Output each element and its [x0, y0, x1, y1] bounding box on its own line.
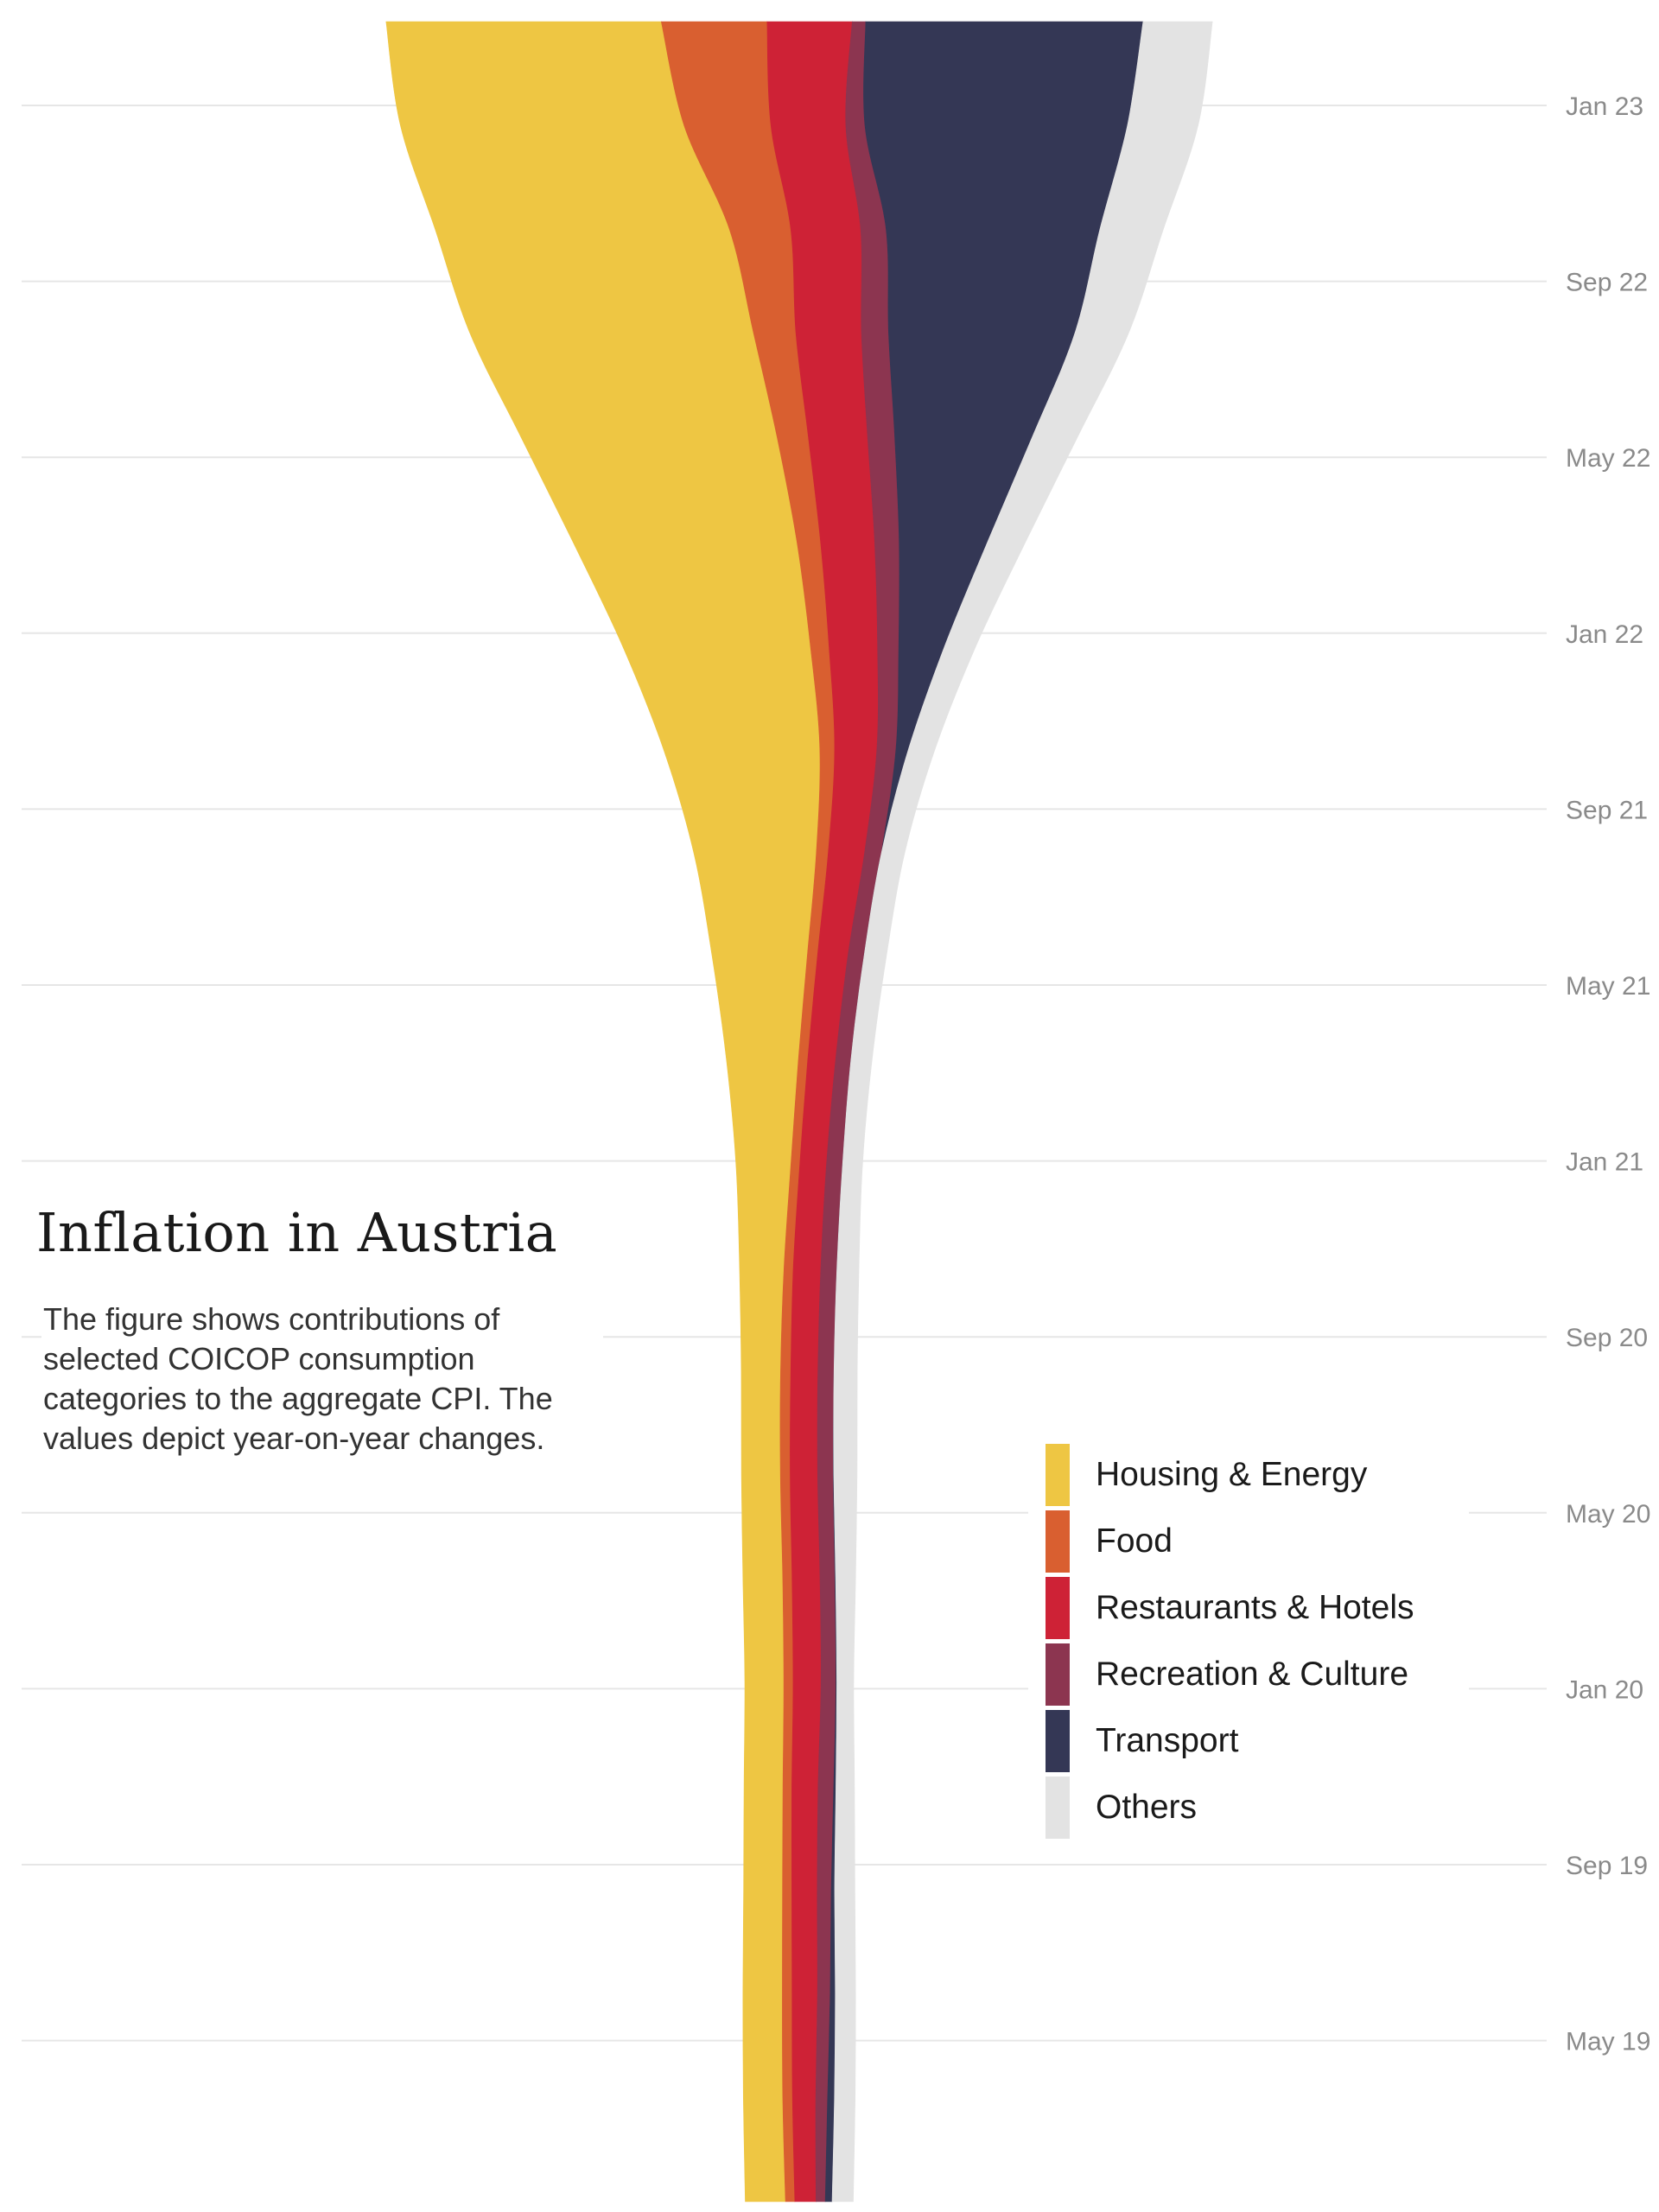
tick-label: Sep 21	[1566, 796, 1648, 824]
legend-swatch	[1046, 1576, 1070, 1639]
legend: Housing & Energy Food Restaurants & Hotels…	[1028, 1434, 1469, 1847]
chart-title: Inflation in Austria	[36, 1201, 558, 1264]
legend-item: Transport	[1046, 1707, 1469, 1774]
tick-label: May 21	[1566, 972, 1650, 1001]
legend-swatch	[1046, 1643, 1070, 1706]
tick-label: Jan 23	[1566, 92, 1643, 121]
tick-label: Sep 22	[1566, 269, 1648, 297]
legend-swatch	[1046, 1709, 1070, 1772]
tick-label: Jan 20	[1566, 1675, 1643, 1704]
tick-label: May 19	[1566, 2028, 1650, 2056]
tick-label: Sep 19	[1566, 1852, 1648, 1880]
stream-area-others	[831, 21, 1213, 2202]
legend-label: Food	[1096, 1522, 1173, 1560]
legend-label: Others	[1096, 1788, 1198, 1826]
tick-label: Sep 20	[1566, 1324, 1648, 1352]
stream-area-housing-energy	[385, 21, 821, 2202]
legend-swatch	[1046, 1443, 1070, 1506]
stream-areas	[385, 21, 1213, 2202]
legend-label: Transport	[1096, 1721, 1239, 1759]
time-axis-labels: Jan 23 Sep 22 May 22 Jan 22 Sep 21 May 21 Jan …	[1566, 92, 1650, 2056]
legend-item: Restaurants & Hotels	[1046, 1574, 1469, 1641]
tick-label: Jan 21	[1566, 1148, 1643, 1177]
legend-label: Recreation & Culture	[1096, 1655, 1409, 1693]
tick-label: Jan 22	[1566, 620, 1643, 649]
legend-item: Recreation & Culture	[1046, 1641, 1469, 1707]
legend-item: Others	[1046, 1774, 1469, 1840]
chart-description: The figure shows contributions of select…	[41, 1296, 603, 1467]
legend-swatch	[1046, 1510, 1070, 1573]
legend-label: Housing & Energy	[1096, 1455, 1368, 1493]
legend-item: Housing & Energy	[1046, 1441, 1469, 1508]
tick-label: May 20	[1566, 1500, 1650, 1529]
legend-item: Food	[1046, 1508, 1469, 1574]
legend-swatch	[1046, 1776, 1070, 1839]
legend-label: Restaurants & Hotels	[1096, 1588, 1414, 1626]
tick-label: May 22	[1566, 444, 1650, 473]
